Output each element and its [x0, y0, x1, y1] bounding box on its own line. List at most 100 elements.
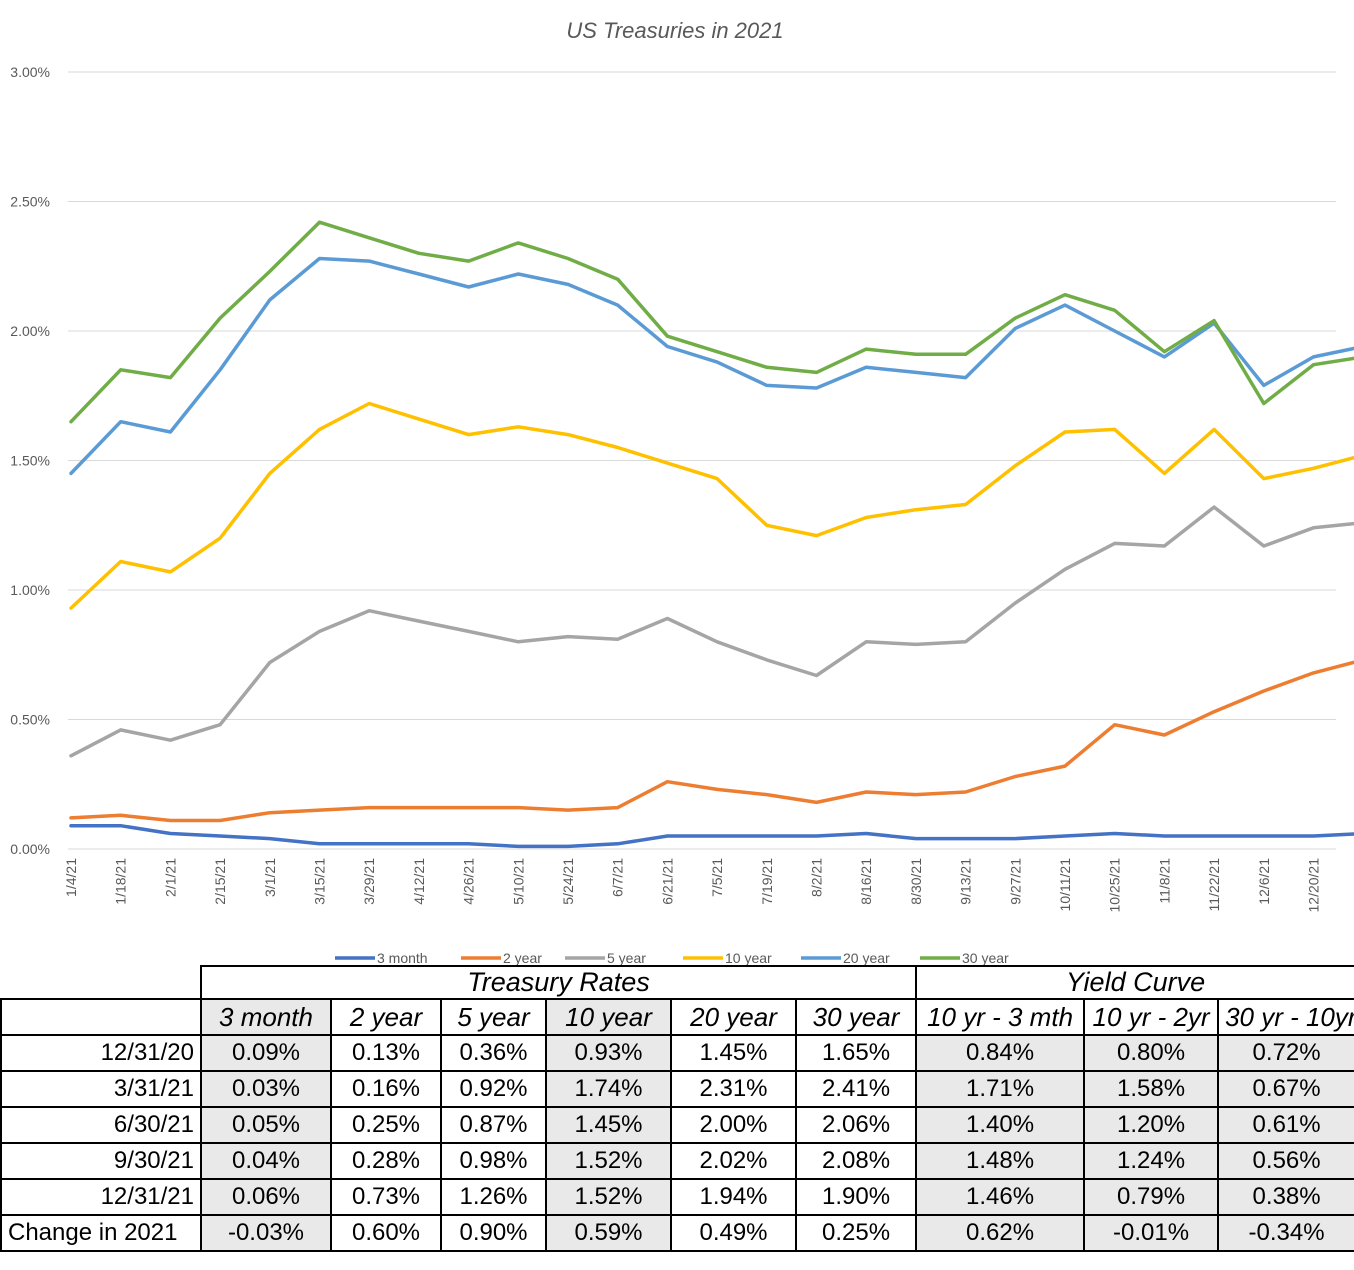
legend-label: 20 year — [843, 950, 890, 965]
table-row: Change in 2021 -0.03% 0.60% 0.90% 0.59% 0.49%… — [0, 1214, 1354, 1252]
x-tick-label: 9/27/21 — [1007, 858, 1023, 905]
table-cell: -0.34% — [1217, 1214, 1354, 1252]
x-tick-label: 10/25/21 — [1107, 858, 1123, 913]
legend-label: 30 year — [962, 950, 1009, 965]
table-cell: 1.74% — [545, 1070, 672, 1108]
table-cell: 0.06% — [200, 1178, 332, 1216]
col-header-3-month: 3 month — [200, 998, 332, 1036]
table-cell: 0.72% — [1217, 1034, 1354, 1072]
x-tick-label: 8/2/21 — [809, 858, 825, 897]
table-cell: 0.09% — [200, 1034, 332, 1072]
x-tick-label: 1/4/21 — [63, 858, 79, 897]
table-cell: 0.80% — [1083, 1034, 1220, 1072]
table-cell: 2.02% — [670, 1142, 797, 1180]
row-label: 12/31/21 — [0, 1178, 202, 1216]
row-label: 12/31/20 — [0, 1034, 202, 1072]
table-cell: 2.08% — [794, 1142, 918, 1180]
table-cell: 0.73% — [330, 1178, 442, 1216]
table-cell: -0.03% — [200, 1214, 332, 1252]
row-label: 3/31/21 — [0, 1070, 202, 1108]
table-cell: 1.46% — [915, 1178, 1086, 1216]
col-header-2-year: 2 year — [330, 998, 442, 1036]
x-tick-label: 10/11/21 — [1057, 858, 1073, 912]
gridlines — [68, 71, 1336, 850]
table-cell: 0.49% — [670, 1214, 797, 1252]
x-tick-label: 5/10/21 — [510, 858, 526, 905]
series-lines — [69, 220, 1354, 849]
x-tick-label: 6/21/21 — [659, 858, 675, 905]
series-line — [69, 401, 1354, 610]
table-cell: 0.28% — [330, 1142, 442, 1180]
y-tick-label: 1.50% — [10, 453, 50, 469]
table-cell: 1.65% — [794, 1034, 918, 1072]
x-tick-label: 7/5/21 — [709, 858, 725, 897]
table-cell: 0.59% — [545, 1214, 672, 1252]
x-tick-label: 3/29/21 — [361, 858, 377, 905]
table-cell: 0.90% — [440, 1214, 547, 1252]
legend: 3 month 2 year 5 year 10 year 20 year 30 year — [335, 950, 1009, 965]
legend-label: 5 year — [607, 950, 646, 965]
table-cell: 1.52% — [545, 1178, 672, 1216]
table-cell: 0.13% — [330, 1034, 442, 1072]
x-tick-label: 8/30/21 — [908, 858, 924, 905]
x-tick-label: 9/13/21 — [958, 858, 974, 905]
x-tick-label: 11/8/21 — [1156, 858, 1172, 904]
col-header-10yr-3mth: 10 yr - 3 mth — [915, 998, 1086, 1036]
x-tick-label: 12/20/21 — [1306, 858, 1322, 913]
y-axis-ticks: 0.00% 0.50% 1.00% 1.50% 2.00% 2.50% 3.00% — [10, 64, 50, 857]
series-line — [69, 220, 1354, 424]
table-cell: 0.25% — [794, 1214, 918, 1252]
table-cell: 2.00% — [670, 1106, 797, 1144]
table-cell: 1.26% — [440, 1178, 547, 1216]
x-tick-label: 8/16/21 — [858, 858, 874, 905]
x-tick-label: 7/19/21 — [759, 858, 775, 905]
column-header-row: 3 month 2 year 5 year 10 year 20 year 30… — [0, 998, 1354, 1036]
x-tick-label: 2/15/21 — [212, 858, 228, 905]
x-tick-label: 11/22/21 — [1206, 858, 1222, 912]
chart-title: US Treasuries in 2021 — [566, 18, 783, 43]
x-tick-label: 5/24/21 — [560, 858, 576, 905]
table-cell: 0.67% — [1217, 1070, 1354, 1108]
table-row: 12/31/20 0.09% 0.13% 0.36% 0.93% 1.45% 1.65% 0.… — [0, 1034, 1354, 1072]
x-tick-label: 6/7/21 — [610, 858, 626, 897]
y-tick-label: 0.50% — [10, 712, 50, 728]
row-label: Change in 2021 — [0, 1214, 202, 1252]
y-tick-label: 3.00% — [10, 64, 50, 80]
y-tick-label: 0.00% — [10, 841, 50, 857]
col-header-30yr-10yr: 30 yr - 10yr — [1217, 998, 1354, 1036]
row-label: 6/30/21 — [0, 1106, 202, 1144]
legend-label: 2 year — [503, 950, 542, 965]
table-cell: 1.40% — [915, 1106, 1086, 1144]
table-cell: 1.71% — [915, 1070, 1086, 1108]
table-cell: 1.45% — [545, 1106, 672, 1144]
x-tick-label: 3/15/21 — [312, 858, 328, 905]
treasury-rates-header: Treasury Rates — [199, 965, 918, 999]
series-line — [69, 505, 1354, 758]
table-row: 3/31/21 0.03% 0.16% 0.92% 1.74% 2.31% 2.41% 1.7… — [0, 1070, 1354, 1108]
corner-cell — [1, 966, 202, 1000]
col-header-10yr-2yr: 10 yr - 2yr — [1083, 998, 1220, 1036]
legend-label: 3 month — [377, 950, 428, 965]
treasury-rates-table: Treasury Rates Yield Curve 3 month 2 yea… — [0, 965, 1354, 1252]
table-cell: 1.24% — [1083, 1142, 1220, 1180]
table-row: 12/31/21 0.06% 0.73% 1.26% 1.52% 1.94% 1.90% 1.… — [0, 1178, 1354, 1216]
x-axis-ticks: 1/4/21 1/18/21 2/1/21 2/15/21 3/1/21 3/15/21 3… — [63, 858, 1322, 913]
legend-label: 10 year — [725, 950, 772, 965]
table-cell: -0.01% — [1083, 1214, 1220, 1252]
series-line — [69, 660, 1354, 823]
table-cell: 0.98% — [440, 1142, 547, 1180]
col-header-10-year: 10 year — [545, 998, 672, 1036]
table-cell: 1.58% — [1083, 1070, 1220, 1108]
table-cell: 1.45% — [670, 1034, 797, 1072]
table-cell: 1.48% — [915, 1142, 1086, 1180]
x-tick-label: 1/18/21 — [113, 858, 129, 905]
col-header-20-year: 20 year — [670, 998, 797, 1036]
yield-curve-header: Yield Curve — [915, 965, 1354, 999]
table-cell: 0.62% — [915, 1214, 1086, 1252]
table-cell: 1.94% — [670, 1178, 797, 1216]
table-body: 12/31/20 0.09% 0.13% 0.36% 0.93% 1.45% 1.65% 0.… — [0, 1034, 1354, 1252]
table-cell: 0.84% — [915, 1034, 1086, 1072]
x-tick-label: 4/26/21 — [461, 858, 477, 905]
y-tick-label: 2.00% — [10, 323, 50, 339]
table-cell: 1.20% — [1083, 1106, 1220, 1144]
